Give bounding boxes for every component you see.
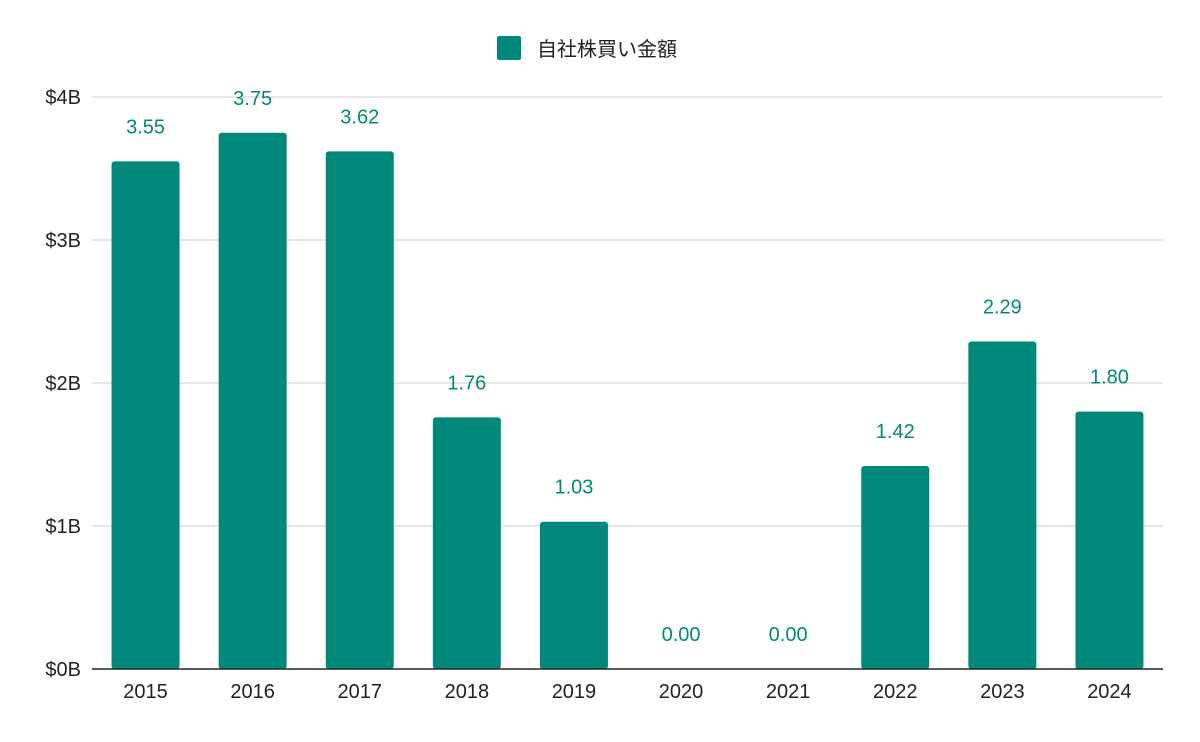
- x-tick-label: 2015: [123, 681, 168, 703]
- x-tick-label: 2021: [766, 681, 811, 703]
- data-label-2015: 3.55: [126, 116, 165, 138]
- x-tick-label: 2023: [980, 681, 1025, 703]
- bar-2017: [325, 151, 394, 670]
- data-label-2023: 2.29: [983, 297, 1022, 319]
- x-tick-label: 2018: [445, 681, 490, 703]
- y-tick-label: $3B: [45, 230, 81, 252]
- data-label-2020: 0.00: [662, 624, 701, 646]
- x-axis: 2015 2016 2017 2018 2019 2020 2021 2022 2023 2024: [92, 668, 1163, 703]
- y-tick-label: $0B: [45, 659, 81, 681]
- bar-2018: [432, 417, 501, 669]
- data-label-2021: 0.00: [769, 624, 808, 646]
- bar-2015: [111, 161, 180, 669]
- bar-2023: [968, 341, 1037, 669]
- x-tick-label: 2020: [659, 681, 704, 703]
- bar-2019: [539, 521, 608, 669]
- bar-2016: [218, 132, 287, 669]
- x-tick-label: 2017: [338, 681, 383, 703]
- bar-2024: [1075, 411, 1144, 669]
- legend-swatch: [497, 36, 521, 60]
- y-axis: $0B $1B $2B $3B $4B: [45, 87, 81, 681]
- data-label-2024: 1.80: [1090, 367, 1129, 389]
- x-tick-label: 2022: [873, 681, 918, 703]
- y-tick-label: $1B: [45, 516, 81, 538]
- data-label-2018: 1.76: [447, 372, 486, 394]
- data-label-2016: 3.75: [233, 88, 272, 110]
- data-labels: 3.55 3.75 3.62 1.76 1.03 0.00 0.00 1.42 2.29 1.80: [126, 88, 1129, 646]
- bar-2022: [861, 465, 930, 669]
- legend-label: 自社株買い金額: [537, 37, 677, 61]
- bars: [111, 132, 1144, 670]
- x-tick-label: 2024: [1087, 681, 1132, 703]
- data-label-2022: 1.42: [876, 421, 915, 443]
- x-tick-label: 2016: [230, 681, 275, 703]
- x-tick-label: 2019: [552, 681, 597, 703]
- y-tick-label: $2B: [45, 373, 81, 395]
- y-tick-label: $4B: [45, 87, 81, 109]
- legend: 自社株買い金額: [497, 36, 677, 61]
- data-label-2017: 3.62: [340, 106, 379, 128]
- data-label-2019: 1.03: [554, 477, 593, 499]
